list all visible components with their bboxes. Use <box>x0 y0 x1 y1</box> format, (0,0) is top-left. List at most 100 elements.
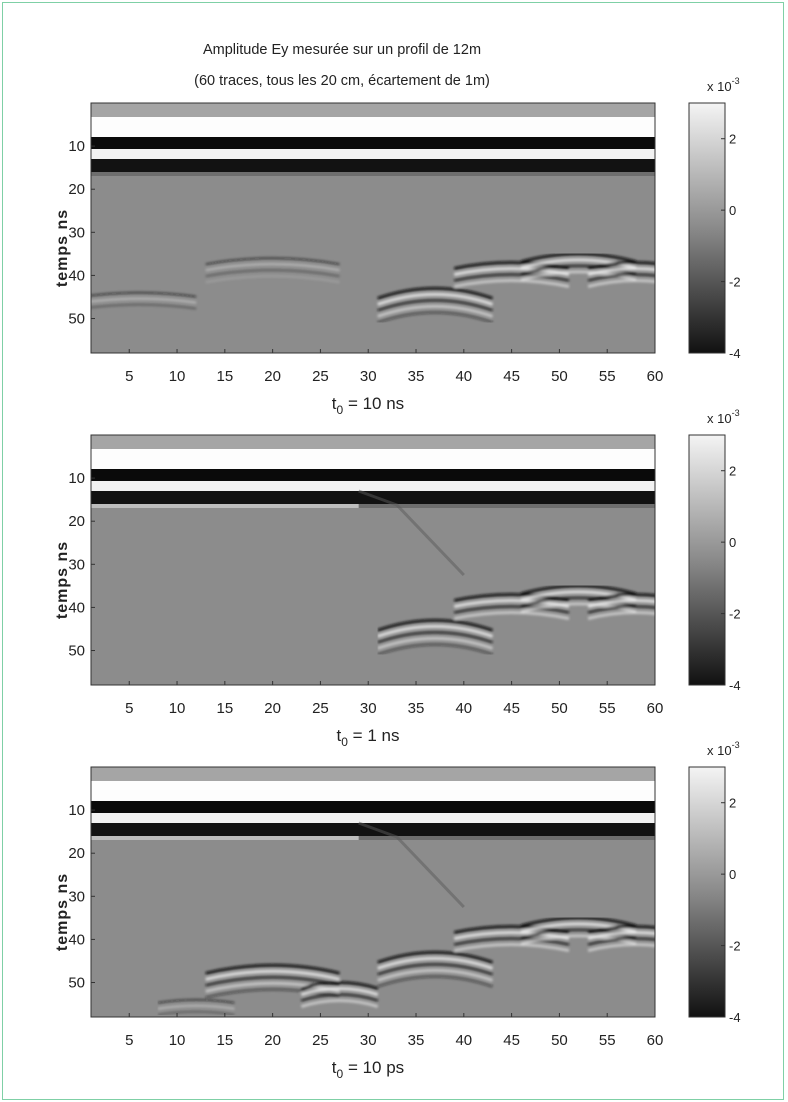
subtitle-base: t <box>337 726 342 745</box>
reflection-ripple <box>587 598 655 608</box>
heatmap-body <box>91 103 655 324</box>
reflection-ripple <box>453 279 570 288</box>
band-shallow-light <box>91 836 359 840</box>
x-tick-label: 50 <box>551 700 568 717</box>
colorbar-tick-label: -4 <box>729 678 741 693</box>
colorbar-tick-label: 2 <box>729 464 736 479</box>
subtitle-rest: = 10 ps <box>343 1058 404 1077</box>
reflection-ripple <box>205 263 340 272</box>
reflection-ripple <box>377 962 493 976</box>
reflection-ripple <box>91 303 197 310</box>
y-tick-label: 40 <box>68 599 85 616</box>
colorbar <box>688 766 726 1018</box>
reflection-ripple <box>587 942 655 952</box>
band-dark-1 <box>91 137 655 149</box>
x-tick-label: 15 <box>216 1032 233 1049</box>
reflection-ripple <box>520 584 637 596</box>
colorbar-exponent-power: -3 <box>732 408 740 418</box>
y-tick-label: 10 <box>68 470 85 487</box>
reflection-ripple <box>377 286 493 300</box>
x-tick-label: 35 <box>408 700 425 717</box>
panel-subtitle: t0 = 1 ns <box>337 726 400 749</box>
x-tick-label: 30 <box>360 700 377 717</box>
x-tick-label: 55 <box>599 700 616 717</box>
x-tick-label: 20 <box>264 700 281 717</box>
x-tick-label: 30 <box>360 1032 377 1049</box>
y-tick-label: 20 <box>68 845 85 862</box>
x-tick-label: 40 <box>455 368 472 385</box>
reflection-ripple <box>377 956 493 970</box>
subtitle-base: t <box>332 394 337 413</box>
band-air-wave <box>91 103 655 117</box>
reflection-ripple <box>587 936 655 946</box>
band-dark-1 <box>91 801 655 813</box>
band-fade <box>91 836 655 840</box>
subtitle-subscript: 0 <box>341 735 348 749</box>
band-light <box>91 117 655 137</box>
colorbar-tick-label: -2 <box>729 607 741 622</box>
reflection-ripple <box>91 291 197 298</box>
y-tick-label: 30 <box>68 224 85 241</box>
x-tick-label: 10 <box>169 700 186 717</box>
colorbar-tick-label: -2 <box>729 275 741 290</box>
band-air-wave <box>91 767 655 781</box>
y-tick-label: 50 <box>68 975 85 992</box>
reflections <box>91 252 655 324</box>
heatmap-body <box>91 767 655 1016</box>
y-tick-label: 40 <box>68 931 85 948</box>
colorbar-tick-label: 0 <box>729 867 736 882</box>
reflection-ripple <box>453 937 570 946</box>
x-tick-label: 35 <box>408 368 425 385</box>
reflection-ripple <box>377 642 493 656</box>
reflection-ripple <box>157 1004 235 1010</box>
band-light <box>91 781 655 801</box>
reflections <box>157 916 655 1016</box>
reflection-ripple <box>520 252 637 264</box>
colorbar-tick-label: -4 <box>729 1010 741 1025</box>
y-axis-label: temps ns <box>54 873 71 951</box>
colorbar <box>688 102 726 354</box>
reflection-ripple <box>520 602 637 614</box>
reflection-ripple <box>205 269 340 278</box>
band-light-2 <box>91 481 655 491</box>
diffraction-tail <box>358 489 465 577</box>
y-tick-label: 50 <box>68 311 85 328</box>
x-tick-label: 25 <box>312 1032 329 1049</box>
heatmap-body <box>91 435 655 656</box>
y-tick-label: 10 <box>68 802 85 819</box>
band-air-wave <box>91 435 655 449</box>
reflection-ripple <box>377 310 493 324</box>
reflection-ripple <box>300 999 379 1008</box>
x-tick-label: 10 <box>169 1032 186 1049</box>
reflection-ripple <box>587 592 655 602</box>
reflection-ripple <box>520 934 637 946</box>
band-fade <box>91 172 655 176</box>
x-tick-label: 20 <box>264 368 281 385</box>
colorbar-exponent-base: x 10 <box>707 411 732 426</box>
x-tick-label: 15 <box>216 700 233 717</box>
band-shallow-light <box>91 504 359 508</box>
colorbar-tick-label: -2 <box>729 939 741 954</box>
reflection-ripple <box>91 297 197 304</box>
y-tick-label: 30 <box>68 888 85 905</box>
reflection-ripple <box>520 928 637 940</box>
reflection-ripple <box>587 260 655 270</box>
colorbar-tick-label: 0 <box>729 203 736 218</box>
reflection-ripple <box>205 969 340 981</box>
reflection-ripple <box>300 981 379 990</box>
reflection-ripple <box>587 930 655 940</box>
subtitle-subscript: 0 <box>337 403 344 417</box>
reflection-ripple <box>520 922 637 934</box>
reflection-ripple <box>587 272 655 282</box>
title-line-2: (60 traces, tous les 20 cm, écartement d… <box>194 73 490 89</box>
x-tick-label: 40 <box>455 1032 472 1049</box>
reflection-ripple <box>377 630 493 644</box>
colorbar-exponent: x 10-3 <box>707 76 740 94</box>
y-tick-label: 40 <box>68 267 85 284</box>
x-tick-label: 10 <box>169 368 186 385</box>
reflection-ripple <box>300 993 379 1002</box>
reflection-ripple <box>520 590 637 602</box>
